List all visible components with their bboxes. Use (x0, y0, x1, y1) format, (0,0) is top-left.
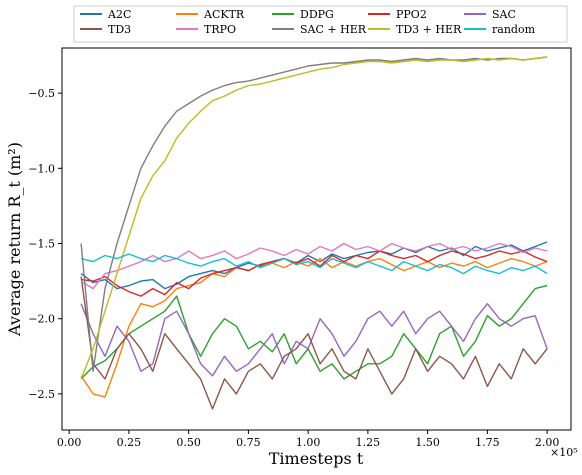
series-layer (80, 56, 548, 410)
x-axis-multiplier: ×10⁵ (550, 446, 578, 459)
series-line-3 (81, 250, 548, 297)
legend-label-0: A2C (107, 8, 131, 21)
x-tick-label: 0.75 (236, 436, 261, 449)
x-tick-label: 1.50 (415, 436, 440, 449)
y-tick-label: −1.5 (28, 238, 55, 251)
legend-label-1: ACKTR (203, 8, 245, 21)
legend-label-5: TD3 (108, 23, 131, 36)
x-tick-label: 2.00 (535, 436, 560, 449)
plot-frame (61, 47, 572, 431)
x-tick-label: 0.00 (57, 436, 82, 449)
series-line-7 (80, 56, 548, 372)
legend-label-4: SAC (492, 8, 516, 21)
legend-label-6: TRPO (204, 23, 236, 36)
legend-label-7: SAC + HER (300, 23, 367, 36)
x-tick-label: 1.25 (356, 436, 381, 449)
x-tick-label: 0.50 (176, 436, 201, 449)
y-tick-label: −1.0 (28, 162, 55, 175)
series-line-5 (80, 276, 548, 410)
legend-label-2: DDPG (300, 8, 334, 21)
series-line-4 (80, 303, 548, 377)
legend-label-3: PPO2 (396, 8, 427, 21)
x-tick-label: 1.75 (475, 436, 500, 449)
series-line-8 (80, 56, 548, 380)
series-line-0 (80, 241, 548, 290)
y-axis-title: Average return R_t (m²) (5, 142, 24, 337)
x-tick-label: 0.25 (117, 436, 142, 449)
x-tick-label: 1.00 (296, 436, 321, 449)
y-tick-label: −2.5 (28, 388, 55, 401)
legend-label-8: TD3 + HER (396, 23, 462, 36)
legend-box (73, 5, 568, 43)
legend: A2C ACKTR DDPG PPO2 SAC TD3 TRPO SAC + HER TD3 +… (73, 5, 568, 43)
ticks-layer: 0.00 0.25 0.50 0.75 1.00 1.25 1.50 1.75 2.00 −2.5… (28, 87, 559, 449)
x-axis-title: Timesteps t (269, 449, 364, 468)
legend-label-9: random (492, 23, 536, 36)
y-tick-label: −0.5 (28, 87, 55, 100)
y-tick-label: −2.0 (28, 313, 55, 326)
series-line-9 (80, 253, 548, 275)
series-line-2 (80, 284, 548, 380)
